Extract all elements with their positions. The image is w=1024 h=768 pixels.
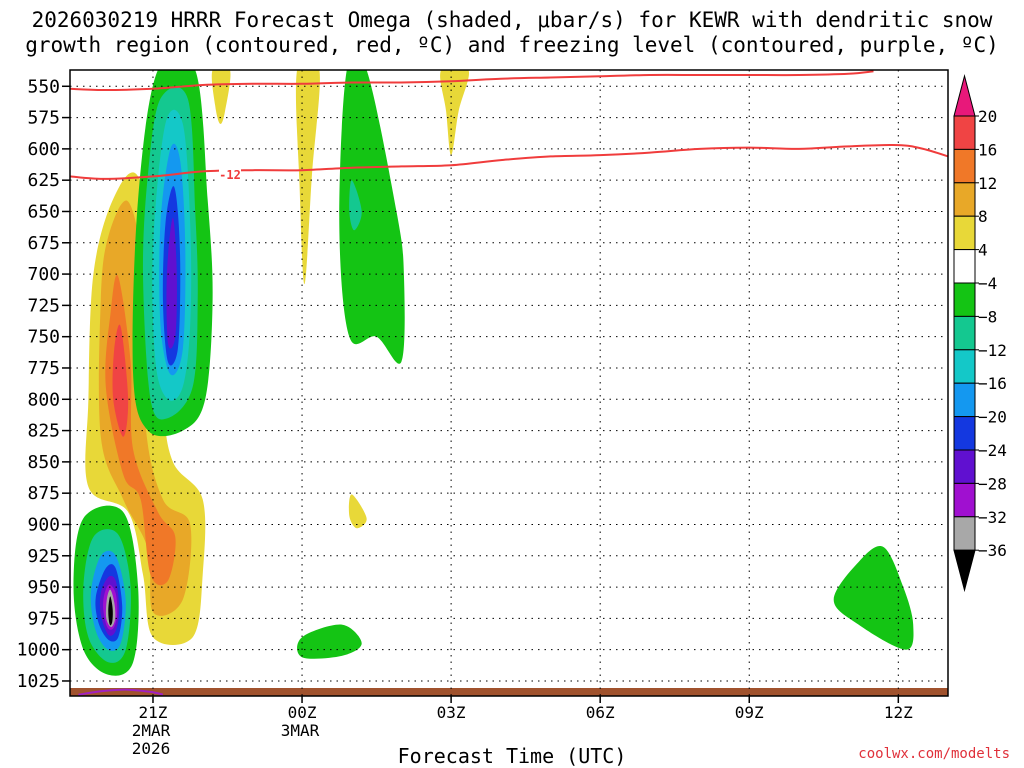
colorbar-label: 12: [978, 174, 997, 193]
contour-label-dendritic-lower: -12: [219, 168, 241, 182]
xtick-sublabel-1: 3MAR: [281, 721, 320, 740]
xtick-sublabel-1: 2MAR: [132, 721, 171, 740]
omega-region-omega-neg-4b: [339, 70, 405, 364]
omega-region-omega-pos-small-3: [348, 494, 367, 529]
xtick-label-09Z: 09Z: [735, 703, 764, 722]
colorbar-label: −4: [978, 274, 997, 293]
plot-frame: [69, 69, 949, 697]
colorbar-box: [953, 516, 976, 551]
colorbar: 20 16 12 8 4 −4 −8 −12 −16 −20 −24 −28 −32 −36: [953, 74, 1007, 593]
ytick-label-750: 750: [27, 327, 60, 348]
ytick-label-900: 900: [27, 514, 60, 535]
contour-dendritic-lower: [70, 144, 948, 180]
ytick-label-775: 775: [27, 358, 60, 379]
colorbar-top-arrow: [953, 74, 976, 117]
colorbar-box: [953, 416, 976, 451]
xtick-label-21Z: 21Z: [139, 703, 168, 722]
ytick-label-700: 700: [27, 264, 60, 285]
colorbar-box: [953, 282, 976, 317]
contour-dendritic-upper: [70, 70, 874, 92]
colorbar-label: 16: [978, 140, 997, 159]
colorbar-box: [953, 215, 976, 251]
xtick-label-00Z: 00Z: [288, 703, 317, 722]
ytick-label-800: 800: [27, 389, 60, 410]
ytick-label-950: 950: [27, 577, 60, 598]
colorbar-bottom-arrow: [953, 549, 976, 593]
colorbar-box: [953, 148, 976, 184]
x-axis-title: Forecast Time (UTC): [397, 744, 627, 768]
xtick-label-03Z: 03Z: [437, 703, 466, 722]
omega-region-omega-neg-4c: [297, 624, 362, 659]
colorbar-box: [953, 349, 976, 384]
ytick-label-875: 875: [27, 483, 60, 504]
colorbar-box: [953, 449, 976, 484]
ytick-label-975: 975: [27, 608, 60, 629]
ytick-label-600: 600: [27, 139, 60, 160]
omega-region-omega-pos-16: [112, 324, 129, 437]
colorbar-label: −28: [978, 474, 1007, 493]
colorbar-box: [953, 115, 976, 150]
colorbar-box: [953, 315, 976, 351]
gridlines: [70, 70, 948, 696]
ytick-label-675: 675: [27, 233, 60, 254]
colorbar-label: −12: [978, 341, 1007, 360]
colorbar-label: −32: [978, 508, 1007, 527]
colorbar-box: [953, 382, 976, 418]
colorbar-box: [953, 482, 976, 518]
ytick-label-650: 650: [27, 201, 60, 222]
ytick-label-625: 625: [27, 170, 60, 191]
ytick-label-925: 925: [27, 546, 60, 567]
ytick-label-825: 825: [27, 421, 60, 442]
omega-region-omega-pos-small-4: [440, 70, 470, 156]
omega-region-omega-pos-small-1: [211, 70, 231, 124]
xtick-label-12Z: 12Z: [884, 703, 913, 722]
colorbar-label: −16: [978, 374, 1007, 393]
ytick-label-1000: 1000: [17, 640, 60, 661]
colorbar-label: −8: [978, 307, 997, 326]
colorbar-label: 8: [978, 207, 988, 226]
ytick-label-550: 550: [27, 76, 60, 97]
credit-link[interactable]: coolwx.com/modelts: [858, 746, 1010, 762]
colorbar-box: [953, 249, 976, 284]
y-axis: 550 575 600 625 650 675 700 725 750 775 800 825 850 8…: [17, 76, 70, 692]
contour-label-bg: [218, 167, 241, 182]
terrain-bar: [70, 688, 948, 696]
omega-region-omega-neg-24: [166, 217, 177, 349]
colorbar-label: 4: [978, 241, 988, 260]
xtick-label-06Z: 06Z: [586, 703, 615, 722]
omega-region-omega-neg-4d: [833, 546, 914, 650]
omega-region-omega-pos-small-2: [295, 70, 320, 285]
chart-title-line-1: 2026030219 HRRR Forecast Omega (shaded, …: [31, 8, 993, 32]
ytick-label-575: 575: [27, 108, 60, 129]
omega-region-omega-neg-8b: [349, 180, 362, 231]
chart-title-line-2: growth region (contoured, red, ºC) and f…: [25, 33, 999, 57]
omega-shading: [73, 70, 914, 676]
ytick-label-725: 725: [27, 295, 60, 316]
colorbar-label: −36: [978, 541, 1007, 560]
colorbar-label: −24: [978, 441, 1007, 460]
contours: -12: [70, 70, 948, 696]
ytick-label-850: 850: [27, 452, 60, 473]
colorbar-label: −20: [978, 408, 1007, 427]
colorbar-box: [953, 182, 976, 217]
colorbar-label: 20: [978, 107, 997, 126]
ytick-label-1025: 1025: [17, 671, 60, 692]
contour-freezing-level: [78, 688, 164, 696]
xtick-sublabel-2: 2026: [132, 739, 171, 758]
